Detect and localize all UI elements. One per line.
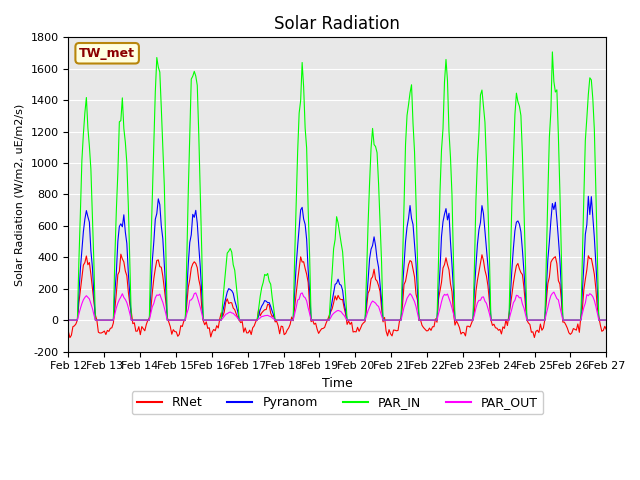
PAR_OUT xyxy=(602,317,610,323)
Line: PAR_IN: PAR_IN xyxy=(68,52,606,320)
PAR_OUT xyxy=(550,289,557,295)
RNet xyxy=(65,329,72,335)
PAR_OUT xyxy=(300,294,307,300)
Line: RNet: RNet xyxy=(68,254,606,337)
PAR_OUT xyxy=(65,317,72,323)
PAR_IN xyxy=(225,248,232,254)
PAR_IN xyxy=(131,317,138,323)
Pyranom xyxy=(225,286,232,291)
RNet xyxy=(303,271,310,277)
Pyranom xyxy=(300,216,307,222)
RNet xyxy=(246,327,253,333)
RNet xyxy=(117,252,125,257)
PAR_IN xyxy=(574,317,582,323)
PAR_IN xyxy=(300,84,307,90)
RNet xyxy=(66,335,74,340)
PAR_IN xyxy=(65,317,72,323)
PAR_OUT xyxy=(252,317,260,323)
PAR_OUT xyxy=(574,317,582,323)
PAR_OUT xyxy=(243,317,250,323)
RNet xyxy=(602,327,610,333)
Pyranom xyxy=(584,193,592,199)
RNet xyxy=(134,328,141,334)
Pyranom xyxy=(131,317,138,323)
RNet xyxy=(228,300,236,306)
Title: Solar Radiation: Solar Radiation xyxy=(275,15,400,33)
Line: PAR_OUT: PAR_OUT xyxy=(68,292,606,320)
Pyranom xyxy=(65,317,72,323)
Line: Pyranom: Pyranom xyxy=(68,196,606,320)
Text: TW_met: TW_met xyxy=(79,47,135,60)
Pyranom xyxy=(243,317,250,323)
RNet xyxy=(575,329,583,335)
PAR_OUT xyxy=(225,310,232,315)
PAR_IN xyxy=(252,317,260,323)
Pyranom xyxy=(602,317,610,323)
Y-axis label: Solar Radiation (W/m2, uE/m2/s): Solar Radiation (W/m2, uE/m2/s) xyxy=(15,103,25,286)
X-axis label: Time: Time xyxy=(322,377,353,390)
Pyranom xyxy=(573,317,580,323)
PAR_IN xyxy=(243,317,250,323)
Legend: RNet, Pyranom, PAR_IN, PAR_OUT: RNet, Pyranom, PAR_IN, PAR_OUT xyxy=(132,391,543,414)
RNet xyxy=(255,306,262,312)
PAR_IN xyxy=(548,49,556,55)
PAR_IN xyxy=(602,317,610,323)
PAR_OUT xyxy=(131,317,138,323)
Pyranom xyxy=(252,317,260,323)
